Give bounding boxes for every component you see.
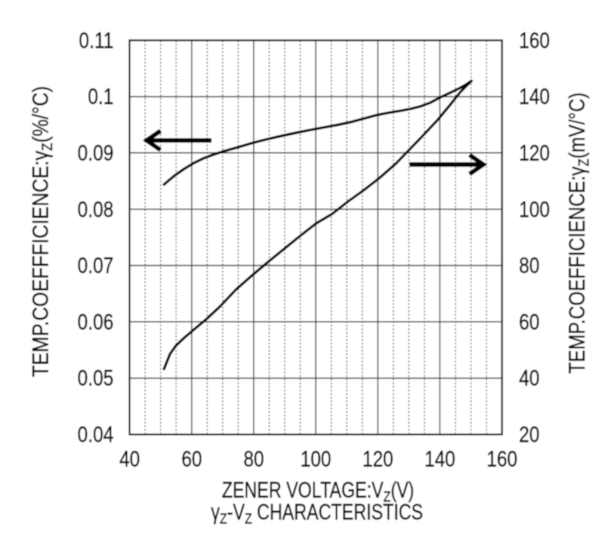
svg-text:20: 20 [519,424,540,448]
svg-text:120: 120 [519,142,550,166]
svg-text:100: 100 [519,198,550,222]
svg-text:γZ-VZ CHARACTERISTICS: γZ-VZ CHARACTERISTICS [211,501,423,527]
svg-text:60: 60 [181,448,202,472]
svg-text:140: 140 [424,448,455,472]
svg-text:160: 160 [487,448,518,472]
svg-text:120: 120 [362,448,393,472]
svg-text:0.05: 0.05 [78,367,114,391]
svg-text:0.11: 0.11 [79,29,114,53]
svg-text:0.09: 0.09 [78,142,114,166]
svg-text:40: 40 [519,367,540,391]
svg-text:TEMP.COEFFICIENCE:γZ(mV/°C): TEMP.COEFFICIENCE:γZ(mV/°C) [566,92,592,373]
svg-text:TEMP.COEFFFICIENCE:γZ(%/°C): TEMP.COEFFFICIENCE:γZ(%/°C) [29,86,55,377]
svg-text:80: 80 [243,448,264,472]
svg-text:0.08: 0.08 [78,198,114,222]
svg-text:80: 80 [519,255,540,279]
svg-text:0.07: 0.07 [78,255,114,279]
svg-text:0.1: 0.1 [88,86,114,110]
svg-text:140: 140 [519,86,550,110]
svg-text:100: 100 [300,448,331,472]
svg-text:ZENER VOLTAGE:VZ(V): ZENER VOLTAGE:VZ(V) [222,479,414,505]
svg-text:60: 60 [519,311,540,335]
svg-text:0.06: 0.06 [78,311,114,335]
svg-text:0.04: 0.04 [78,424,114,448]
svg-text:40: 40 [119,448,140,472]
svg-text:160: 160 [519,29,550,53]
